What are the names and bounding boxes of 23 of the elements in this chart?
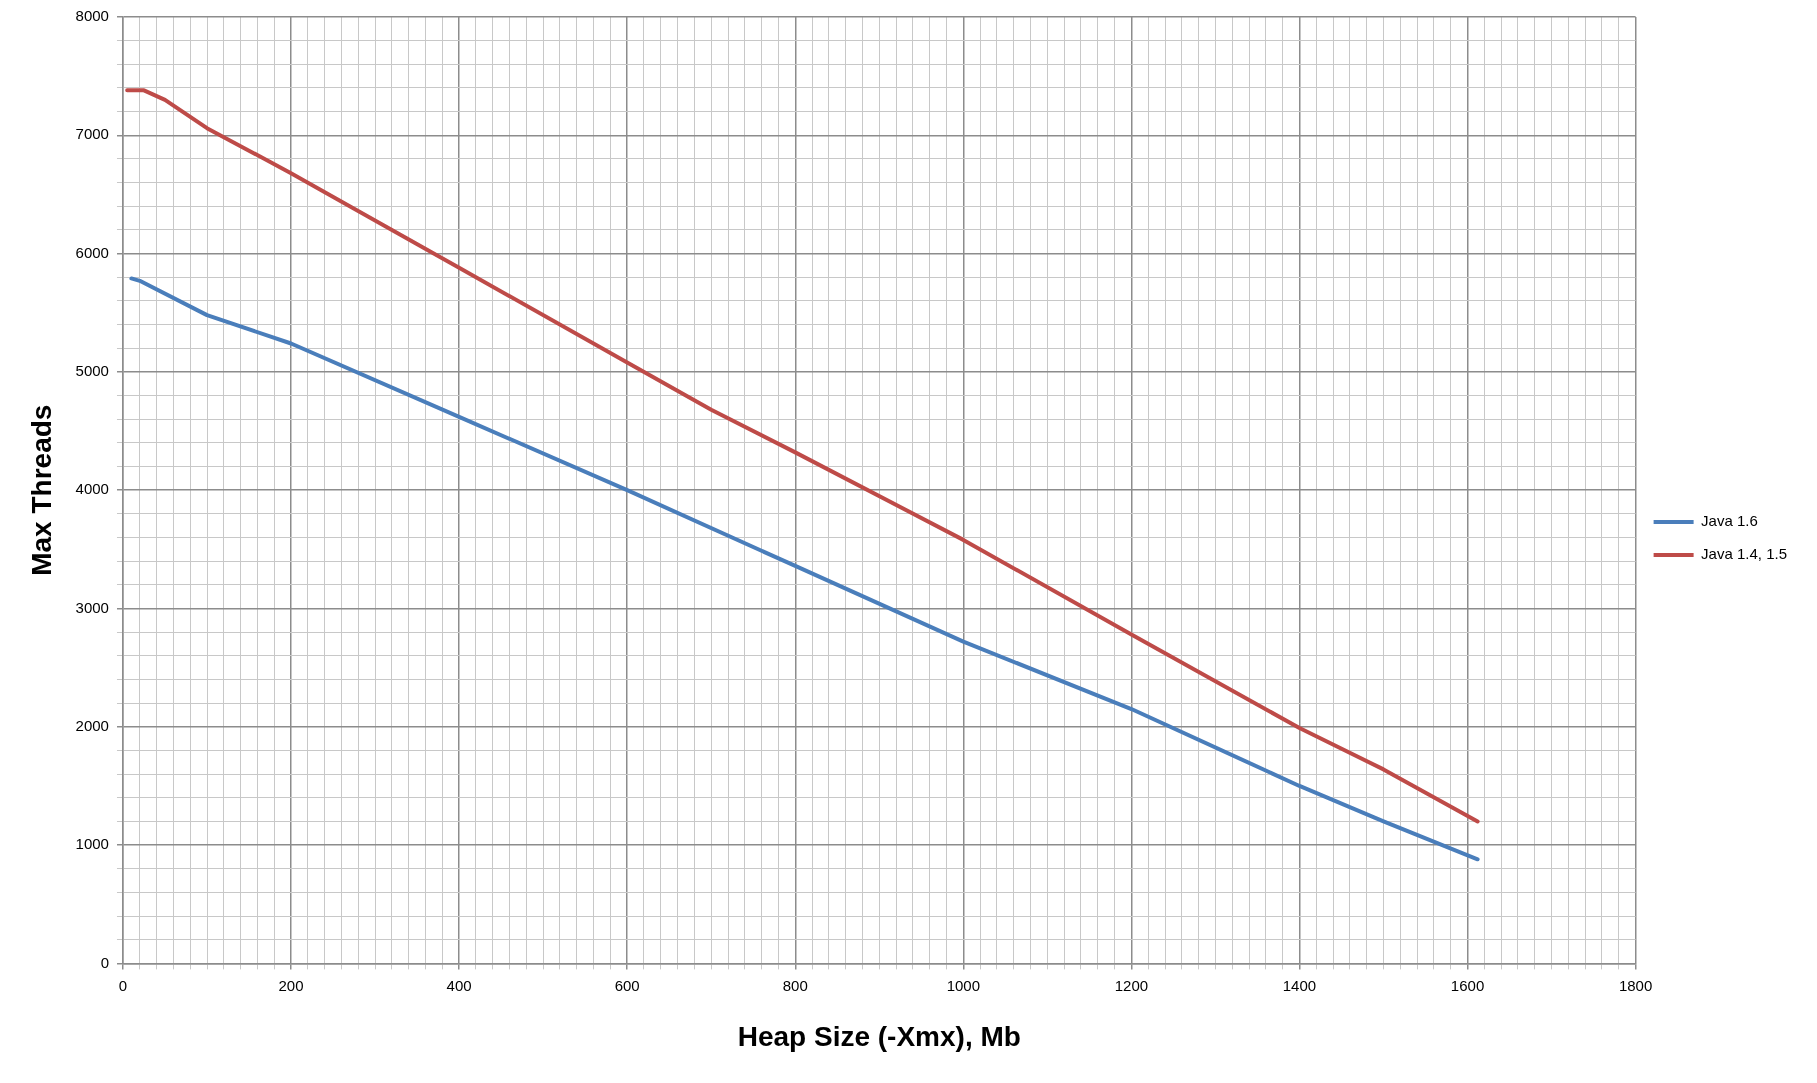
y-tick-label: 0 [100, 953, 109, 971]
legend-label: Java 1.4, 1.5 [1701, 545, 1788, 563]
x-tick-label: 0 [118, 976, 128, 994]
x-tick-label: 1800 [1618, 976, 1653, 994]
x-axis-title: Heap Size (-Xmx), Mb [737, 1020, 1021, 1052]
x-tick-label: 1400 [1282, 976, 1317, 994]
x-tick-label: 200 [278, 976, 304, 994]
y-tick-label: 2000 [75, 716, 109, 734]
legend-label: Java 1.6 [1701, 512, 1758, 530]
y-tick-label: 1000 [75, 835, 109, 853]
x-tick-label: 1000 [946, 976, 981, 994]
x-tick-label: 600 [614, 976, 640, 994]
x-tick-label: 400 [446, 976, 472, 994]
y-tick-label: 6000 [75, 243, 109, 261]
y-axis-title: Max Threads [25, 404, 57, 576]
x-tick-label: 1600 [1450, 976, 1485, 994]
y-tick-label: 7000 [75, 125, 109, 143]
y-tick-label: 3000 [75, 598, 109, 616]
y-tick-label: 4000 [75, 480, 109, 498]
y-tick-label: 8000 [75, 7, 109, 25]
x-tick-label: 800 [782, 976, 808, 994]
y-tick-label: 5000 [75, 362, 109, 380]
x-tick-label: 1200 [1114, 976, 1149, 994]
